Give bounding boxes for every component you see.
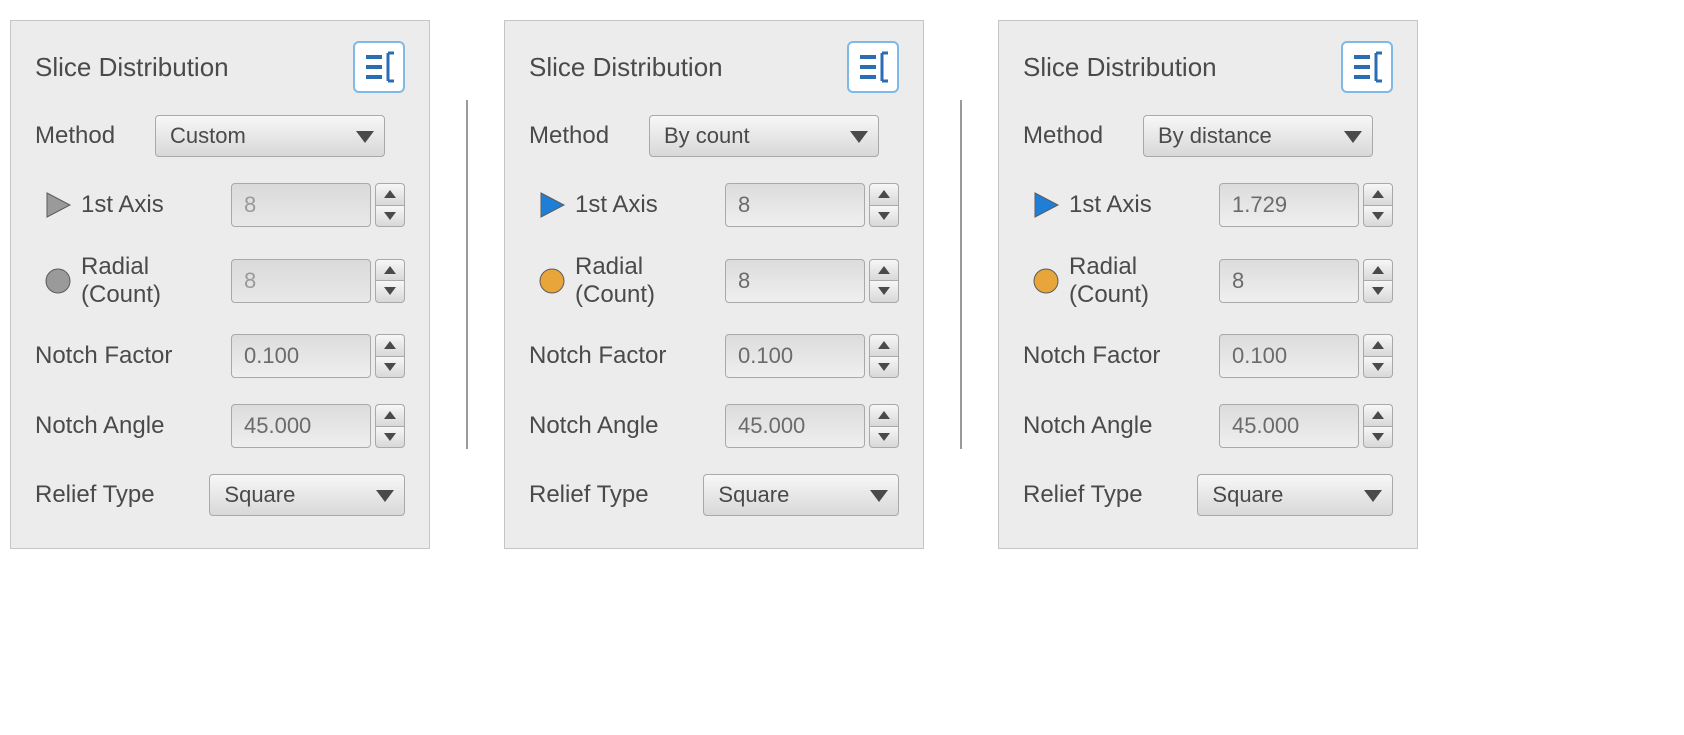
notch-factor-step-down[interactable] [869, 356, 899, 379]
notch-angle-input[interactable]: 45.000 [1219, 404, 1359, 448]
radial-input: 8 [231, 259, 371, 303]
list-collapse-icon [856, 50, 890, 84]
notch-factor-label: Notch Factor [35, 342, 231, 370]
panel-title: Slice Distribution [529, 52, 723, 83]
relief-type-dropdown[interactable]: Square [1197, 474, 1393, 516]
notch-factor-label: Notch Factor [1023, 342, 1219, 370]
method-dropdown[interactable]: By count [649, 115, 879, 157]
notch-factor-step-up[interactable] [869, 334, 899, 356]
chevron-down-icon [1344, 123, 1362, 149]
relief-type-label: Relief Type [35, 481, 209, 509]
method-dropdown[interactable]: By distance [1143, 115, 1373, 157]
notch-factor-input[interactable]: 0.100 [231, 334, 371, 378]
notch-angle-step-down[interactable] [375, 426, 405, 449]
notch-angle-input[interactable]: 45.000 [231, 404, 371, 448]
panel-title: Slice Distribution [1023, 52, 1217, 83]
panel-separator [960, 100, 962, 449]
first-axis-step-down[interactable] [869, 205, 899, 228]
radial-label: Radial (Count) [1069, 253, 1219, 308]
notch-angle-step-up[interactable] [375, 404, 405, 426]
chevron-down-icon [376, 482, 394, 508]
relief-type-dropdown[interactable]: Square [703, 474, 899, 516]
notch-angle-step-up[interactable] [869, 404, 899, 426]
relief-type-dropdown-value: Square [224, 482, 295, 508]
radial-step-up[interactable] [375, 259, 405, 281]
radial-label: Radial (Count) [575, 253, 725, 308]
first-axis-label: 1st Axis [1069, 191, 1219, 219]
first-axis-step-up[interactable] [1363, 183, 1393, 205]
method-dropdown-value: By distance [1158, 123, 1272, 149]
slice-distribution-panel: Slice Distribution Method By count 1st A… [504, 20, 924, 549]
method-label: Method [1023, 122, 1143, 150]
radial-step-up[interactable] [1363, 259, 1393, 281]
relief-type-dropdown-value: Square [1212, 482, 1283, 508]
first-axis-step-up[interactable] [869, 183, 899, 205]
notch-factor-input[interactable]: 0.100 [725, 334, 865, 378]
method-dropdown-value: By count [664, 123, 750, 149]
list-collapse-icon [362, 50, 396, 84]
relief-type-dropdown[interactable]: Square [209, 474, 405, 516]
panel-separator [466, 100, 468, 449]
chevron-down-icon [356, 123, 374, 149]
notch-angle-label: Notch Angle [35, 412, 231, 440]
relief-type-label: Relief Type [1023, 481, 1197, 509]
radial-label: Radial (Count) [81, 253, 231, 308]
radial-input[interactable]: 8 [725, 259, 865, 303]
notch-factor-step-down[interactable] [375, 356, 405, 379]
method-label: Method [35, 122, 155, 150]
first-axis-icon [35, 185, 81, 225]
notch-angle-label: Notch Angle [1023, 412, 1219, 440]
relief-type-label: Relief Type [529, 481, 703, 509]
chevron-down-icon [1364, 482, 1382, 508]
radial-icon [35, 261, 81, 301]
chevron-down-icon [850, 123, 868, 149]
notch-angle-step-up[interactable] [1363, 404, 1393, 426]
first-axis-step-down[interactable] [1363, 205, 1393, 228]
method-dropdown-value: Custom [170, 123, 246, 149]
chevron-down-icon [870, 482, 888, 508]
first-axis-step-up[interactable] [375, 183, 405, 205]
first-axis-step-down[interactable] [375, 205, 405, 228]
first-axis-input: 8 [231, 183, 371, 227]
notch-angle-step-down[interactable] [869, 426, 899, 449]
list-collapse-icon [1350, 50, 1384, 84]
radial-step-down[interactable] [1363, 280, 1393, 303]
radial-input[interactable]: 8 [1219, 259, 1359, 303]
first-axis-input[interactable]: 8 [725, 183, 865, 227]
collapse-button[interactable] [1341, 41, 1393, 93]
first-axis-label: 1st Axis [575, 191, 725, 219]
notch-angle-step-down[interactable] [1363, 426, 1393, 449]
radial-step-down[interactable] [869, 280, 899, 303]
notch-angle-input[interactable]: 45.000 [725, 404, 865, 448]
first-axis-icon [1023, 185, 1069, 225]
radial-icon [1023, 261, 1069, 301]
method-dropdown[interactable]: Custom [155, 115, 385, 157]
notch-factor-input[interactable]: 0.100 [1219, 334, 1359, 378]
slice-distribution-panel: Slice Distribution Method By distance 1s… [998, 20, 1418, 549]
panel-title: Slice Distribution [35, 52, 229, 83]
radial-icon [529, 261, 575, 301]
slice-distribution-panel: Slice Distribution Method Custom 1st Axi… [10, 20, 430, 549]
relief-type-dropdown-value: Square [718, 482, 789, 508]
first-axis-label: 1st Axis [81, 191, 231, 219]
notch-factor-step-up[interactable] [375, 334, 405, 356]
collapse-button[interactable] [353, 41, 405, 93]
notch-angle-label: Notch Angle [529, 412, 725, 440]
notch-factor-step-up[interactable] [1363, 334, 1393, 356]
first-axis-input[interactable]: 1.729 [1219, 183, 1359, 227]
radial-step-up[interactable] [869, 259, 899, 281]
notch-factor-label: Notch Factor [529, 342, 725, 370]
notch-factor-step-down[interactable] [1363, 356, 1393, 379]
method-label: Method [529, 122, 649, 150]
radial-step-down[interactable] [375, 280, 405, 303]
first-axis-icon [529, 185, 575, 225]
collapse-button[interactable] [847, 41, 899, 93]
